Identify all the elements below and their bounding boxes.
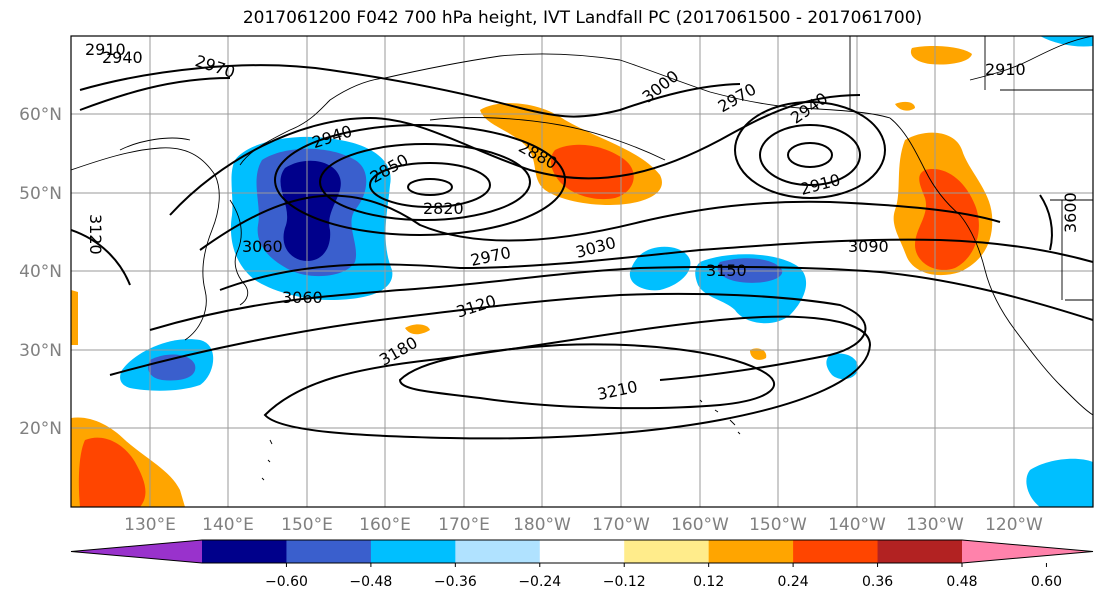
colorbar-segment <box>539 540 625 563</box>
negative-anomaly-region <box>826 353 859 380</box>
lat-label: 20°N <box>19 419 62 439</box>
contour-label: 3120 <box>86 214 105 255</box>
positive-anomaly-region <box>78 437 146 507</box>
lon-label: 130°E <box>124 515 176 535</box>
colorbar-tick-label: 0.36 <box>862 574 893 590</box>
latitude-labels: 60°N 50°N 40°N 30°N 20°N <box>19 105 62 439</box>
lat-label: 50°N <box>19 184 62 204</box>
lon-label: 120°W <box>985 515 1043 535</box>
negative-anomaly-region <box>280 160 341 261</box>
positive-anomaly-region <box>910 46 972 65</box>
colorbar-segment <box>286 540 372 563</box>
positive-anomaly-region <box>750 348 767 360</box>
lon-label: 150°E <box>281 515 333 535</box>
colorbar-extend-low <box>71 540 202 563</box>
lon-label: 180°W <box>513 515 571 535</box>
colorbar-tick-label: 0.12 <box>693 574 724 590</box>
lon-label: 160°W <box>671 515 729 535</box>
lat-label: 60°N <box>19 105 62 125</box>
map-gridlines <box>71 36 1093 507</box>
lat-label: 40°N <box>19 262 62 282</box>
colorbar-tick-label: −0.48 <box>349 574 392 590</box>
lon-label: 170°W <box>592 515 650 535</box>
colorbar: −0.60 −0.48 −0.36 −0.24 −0.12 0.12 0.24 0.36 0.4… <box>70 539 1094 590</box>
contour-label: 2910 <box>985 60 1026 79</box>
colorbar-tick-label: 0.48 <box>946 574 977 590</box>
colorbar-segment <box>708 540 794 563</box>
positive-anomaly-region <box>71 290 78 345</box>
lon-label: 160°E <box>359 515 411 535</box>
map-title: 2017061200 F042 700 hPa height, IVT Land… <box>242 8 923 28</box>
coastlines <box>71 36 1093 481</box>
colorbar-tick-label: −0.12 <box>603 574 646 590</box>
contour-label: 2940 <box>102 48 143 67</box>
lon-label: 140°W <box>828 515 886 535</box>
colorbar-tick-label: 0.24 <box>778 574 809 590</box>
lon-label: 140°E <box>202 515 254 535</box>
colorbar-extend-high <box>962 540 1093 563</box>
map-frame <box>70 35 1094 508</box>
colorbar-segment <box>455 540 541 563</box>
colorbar-outline <box>70 539 1094 564</box>
lat-label: 30°N <box>19 341 62 361</box>
contour-label: 3090 <box>848 237 889 256</box>
positive-anomaly-region <box>550 144 634 200</box>
negative-anomaly-region <box>629 246 691 291</box>
colorbar-segment <box>202 540 287 563</box>
lon-label: 170°E <box>438 515 490 535</box>
colorbar-tick-label: 0.60 <box>1031 574 1062 590</box>
positive-anomaly-region <box>895 101 915 111</box>
colorbar-segment <box>877 540 963 563</box>
colorbar-tick-label: −0.60 <box>265 574 308 590</box>
colorbar-segment <box>370 540 456 563</box>
contour-label: 3060 <box>242 237 283 256</box>
contour-label: 3600 <box>1061 192 1080 233</box>
positive-anomaly-region <box>405 324 430 335</box>
contour-label: 2820 <box>423 199 464 218</box>
contour-label: 2910 <box>85 40 126 59</box>
colorbar-segment <box>624 540 710 563</box>
height-contours <box>71 64 1093 440</box>
lon-label: 130°W <box>906 515 964 535</box>
contour-label: 3060 <box>282 288 323 307</box>
colorbar-segment <box>793 540 879 563</box>
contour-label: 3150 <box>706 261 747 280</box>
colorbar-tick-label: −0.24 <box>518 574 561 590</box>
negative-anomaly-region <box>1026 458 1093 507</box>
longitude-labels: 130°E 140°E 150°E 160°E 170°E 180°W 170°… <box>124 515 1043 535</box>
positive-anomaly-region <box>915 169 979 270</box>
colorbar-tick-label: −0.36 <box>434 574 477 590</box>
lon-label: 150°W <box>749 515 807 535</box>
